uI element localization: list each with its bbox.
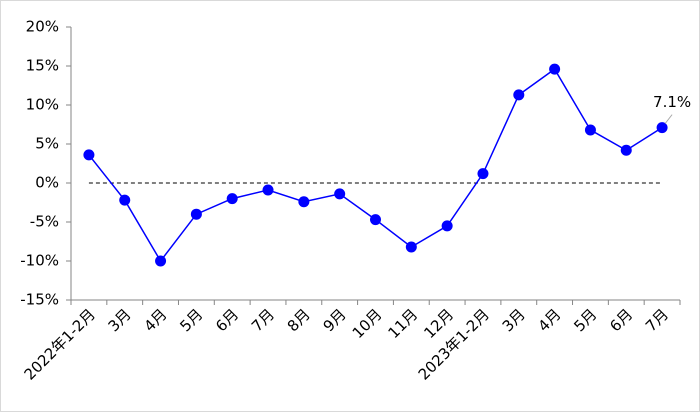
point <box>620 144 632 156</box>
point <box>155 255 167 267</box>
label-leader <box>664 114 673 124</box>
point <box>584 124 596 136</box>
point <box>477 168 489 180</box>
y-tick-label: 5% <box>35 135 59 153</box>
y-tick-label: 15% <box>26 57 59 75</box>
point <box>226 193 238 205</box>
y-tick-label: 0% <box>35 174 59 192</box>
point <box>370 214 381 226</box>
y-tick-label: -15% <box>20 291 59 309</box>
point <box>405 241 417 253</box>
point <box>441 220 453 232</box>
point <box>83 149 95 161</box>
y-tick-label: -10% <box>20 252 59 270</box>
point <box>513 89 525 101</box>
y-tick-label: 20% <box>26 18 59 36</box>
point <box>656 122 668 134</box>
point <box>334 188 346 200</box>
y-tick-label: -5% <box>30 213 59 231</box>
point <box>298 196 310 208</box>
point <box>549 63 561 75</box>
y-tick-label: 10% <box>26 96 59 114</box>
point <box>119 194 131 206</box>
value-label: 7.1% <box>653 93 691 111</box>
point <box>190 208 202 220</box>
point <box>262 184 274 196</box>
